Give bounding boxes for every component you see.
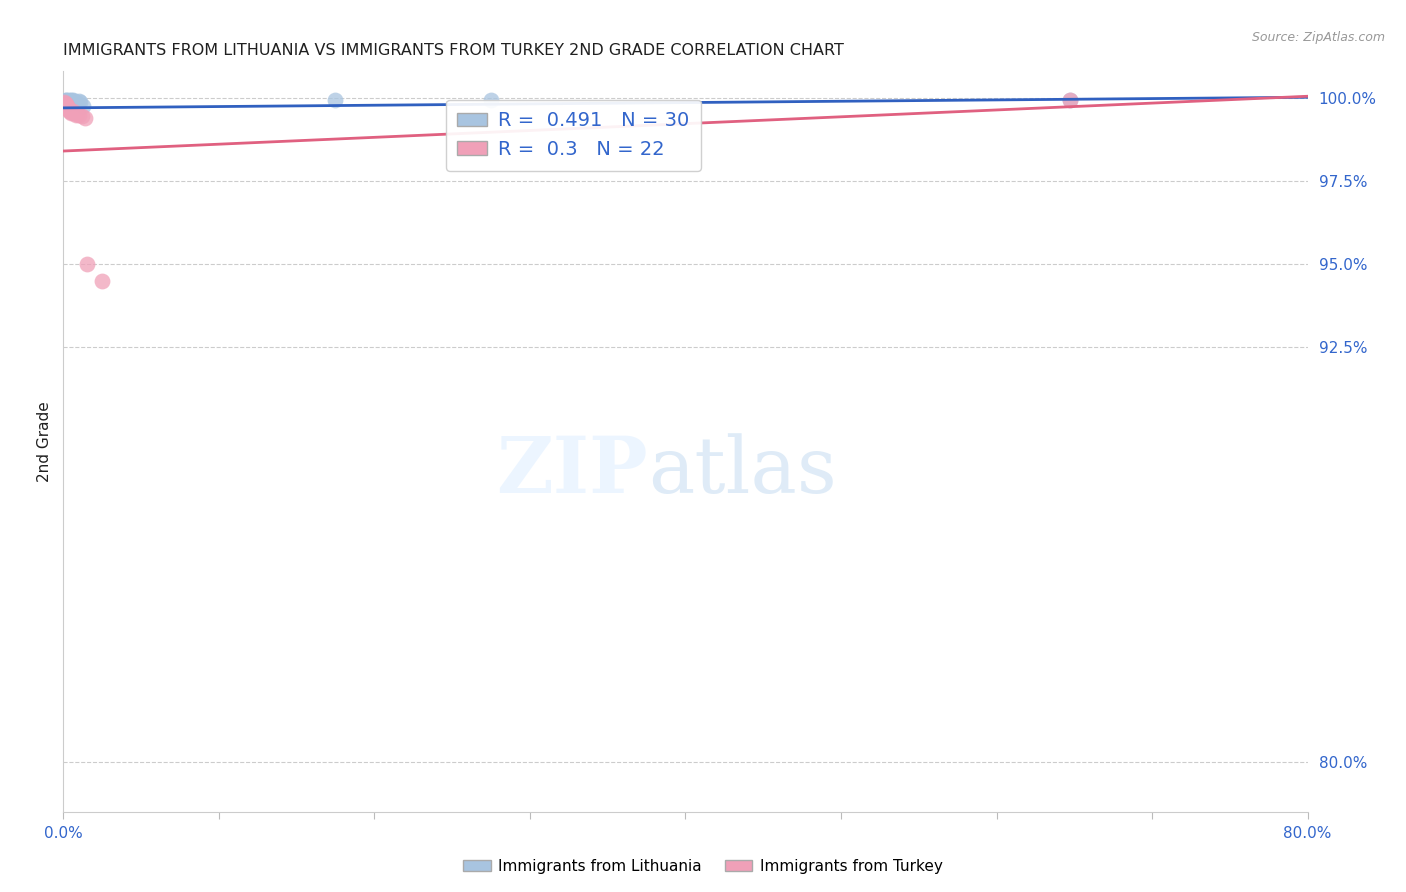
Point [62,95,84,110]
Point [58,104,80,119]
Point [59,96,82,111]
Point [1059,93,1081,107]
Point [66,107,89,121]
Text: Source: ZipAtlas.com: Source: ZipAtlas.com [1251,31,1385,45]
Point [67,94,90,108]
Point [1059,93,1081,107]
Point [58,93,80,107]
Point [58,94,80,108]
Point [62,93,84,107]
Legend: R =  0.491   N = 30, R =  0.3   N = 22: R = 0.491 N = 30, R = 0.3 N = 22 [446,100,702,170]
Point [479,93,502,107]
Point [63,94,86,108]
Point [73,111,96,125]
Point [65,108,87,122]
Point [56,99,79,113]
Point [67,107,90,121]
Text: ZIP: ZIP [496,434,648,509]
Point [325,93,347,107]
Point [76,257,98,271]
Point [56,102,79,116]
Point [70,109,93,123]
Point [60,93,83,107]
Point [56,95,79,110]
Point [65,95,87,109]
Point [62,104,84,119]
Point [60,104,83,119]
Point [63,106,86,120]
Point [55,93,77,107]
Point [63,95,86,110]
Point [69,95,91,109]
Y-axis label: 2nd Grade: 2nd Grade [37,401,52,482]
Text: IMMIGRANTS FROM LITHUANIA VS IMMIGRANTS FROM TURKEY 2ND GRADE CORRELATION CHART: IMMIGRANTS FROM LITHUANIA VS IMMIGRANTS … [63,43,844,58]
Text: atlas: atlas [648,434,837,509]
Point [58,95,80,110]
Point [55,96,77,111]
Point [55,93,77,107]
Point [55,98,77,112]
Point [60,94,83,108]
Point [58,103,80,117]
Point [55,94,77,108]
Point [55,97,77,112]
Legend: Immigrants from Lithuania, Immigrants from Turkey: Immigrants from Lithuania, Immigrants fr… [457,853,949,880]
Point [55,95,77,109]
Point [91,273,114,287]
Point [72,99,94,113]
Point [56,101,79,115]
Point [56,95,79,110]
Point [58,95,80,109]
Point [56,95,79,110]
Point [53,95,76,109]
Point [55,94,77,108]
Point [53,95,76,110]
Point [60,106,83,120]
Point [53,94,76,108]
Point [66,95,89,110]
Point [56,94,79,108]
Point [53,95,76,110]
